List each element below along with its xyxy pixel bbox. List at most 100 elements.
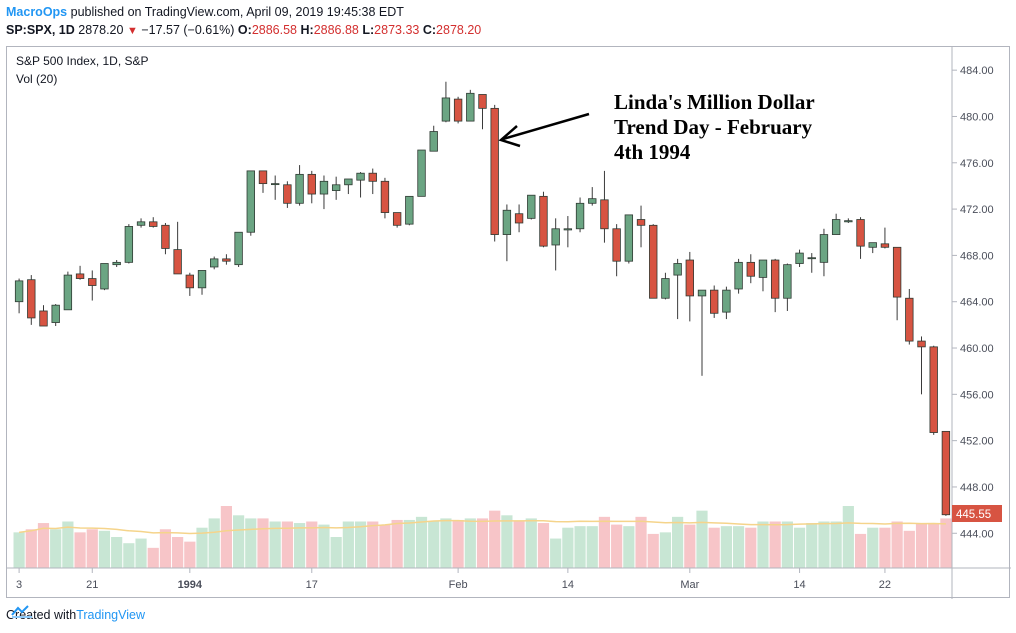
volume-bar	[233, 515, 245, 568]
candle-body	[344, 178, 353, 186]
volume-bar	[672, 516, 684, 568]
published-text: published on TradingView.com, April 09, …	[67, 5, 404, 19]
publish-line: MacroOps published on TradingView.com, A…	[6, 3, 1006, 21]
candle	[405, 195, 414, 226]
candle-body	[307, 173, 316, 195]
candle	[746, 254, 755, 284]
candle-body	[758, 259, 768, 278]
candle	[380, 177, 390, 219]
candle-body	[710, 289, 719, 314]
candle-body	[551, 228, 560, 246]
annotation-line-1: Linda's Million Dollar	[614, 90, 815, 114]
candle-body	[929, 346, 938, 433]
candle-body	[283, 184, 292, 204]
volume-bar	[208, 518, 220, 568]
volume-bar	[745, 527, 757, 568]
candle-body	[807, 257, 816, 260]
candle-body	[271, 183, 280, 186]
time-axis[interactable]: 3 21 1994 17 Feb 14 Mar 14 22	[16, 568, 891, 591]
volume-bar	[793, 527, 806, 568]
volume-bar	[940, 518, 952, 568]
candle	[588, 187, 597, 206]
y-tick-label: 444.00	[960, 528, 994, 540]
volume-bar	[513, 521, 525, 568]
candle	[710, 285, 719, 318]
volume-bar	[708, 527, 720, 568]
volume-bar	[74, 532, 86, 568]
y-tick-label: 480.00	[960, 111, 994, 123]
candle-body	[685, 259, 694, 297]
candle	[331, 176, 341, 200]
candle	[258, 170, 268, 193]
y-tick-label: 468.00	[960, 250, 994, 262]
close-value: 2878.20	[436, 23, 482, 37]
candle-body	[588, 198, 597, 204]
x-tick-label: 14	[562, 579, 574, 591]
volume-bar	[586, 526, 598, 568]
candle-body	[75, 273, 85, 279]
candlestick-chart[interactable]: 444.00 448.00 452.00 456.00 460.00 464.00 468.…	[7, 47, 1011, 599]
volume-bar	[659, 532, 672, 568]
candle	[905, 288, 914, 345]
candle	[697, 289, 707, 376]
volume-ma	[19, 519, 946, 535]
candle	[783, 263, 792, 311]
candle	[856, 217, 865, 259]
volume-bar	[611, 524, 623, 568]
candle	[758, 259, 768, 292]
candle	[453, 96, 463, 124]
candle	[490, 104, 499, 242]
volume-bar	[184, 541, 196, 568]
volume-bar	[50, 529, 62, 568]
candle-body	[746, 261, 755, 277]
y-tick-label: 460.00	[960, 343, 994, 355]
volume-bar	[647, 533, 659, 568]
candle	[722, 286, 731, 320]
tradingview-logo-icon	[11, 605, 32, 618]
volume-bar	[293, 523, 306, 568]
publisher-name[interactable]: MacroOps	[6, 5, 68, 19]
volume-bar	[220, 506, 232, 568]
candle	[441, 81, 451, 123]
volume-bar	[806, 523, 818, 568]
volume-bar	[915, 523, 928, 568]
candle-body	[63, 274, 73, 311]
volume-bar	[720, 526, 732, 568]
volume-bar	[159, 529, 172, 568]
candle	[368, 168, 377, 195]
candle-body	[905, 297, 914, 342]
candle-body	[234, 231, 243, 266]
candle	[502, 204, 512, 262]
down-triangle-icon: ▼	[126, 25, 138, 37]
open-value: 2886.58	[251, 23, 297, 37]
volume-bar	[537, 523, 550, 568]
candle-body	[417, 149, 426, 197]
volume-bar	[147, 547, 159, 568]
candle-body	[319, 180, 329, 195]
candle-body	[844, 220, 853, 223]
candle	[39, 305, 48, 327]
volume-bar	[62, 521, 74, 568]
candle-body	[14, 280, 24, 303]
candle-body	[429, 131, 438, 152]
x-tick-label: Feb	[449, 579, 468, 591]
price-axis[interactable]: 444.00 448.00 452.00 456.00 460.00 464.00 468.…	[952, 65, 994, 540]
high-value: 2886.88	[313, 23, 359, 37]
volume-bar	[172, 537, 184, 568]
tradingview-link[interactable]: TradingView	[76, 608, 145, 622]
candle-body	[149, 221, 158, 227]
chart-container[interactable]: 444.00 448.00 452.00 456.00 460.00 464.00 468.…	[6, 46, 1011, 599]
volume-bar	[769, 521, 781, 568]
candle	[161, 222, 170, 255]
y-tick-label: 456.00	[960, 389, 994, 401]
candle	[466, 89, 475, 122]
candle	[222, 254, 231, 265]
candle-body	[722, 289, 731, 313]
candle	[551, 218, 560, 271]
candle-body	[783, 264, 792, 299]
volume-bar	[684, 524, 696, 568]
volume-bar	[135, 538, 147, 568]
candle	[819, 228, 829, 277]
candle-body	[819, 234, 829, 263]
candle	[246, 170, 255, 236]
